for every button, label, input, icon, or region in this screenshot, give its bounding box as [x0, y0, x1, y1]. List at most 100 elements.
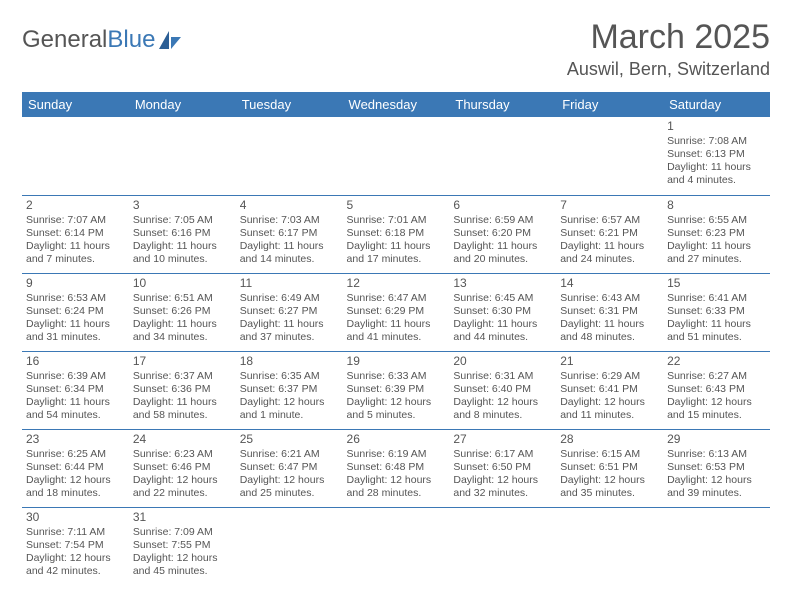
sunrise-text: Sunrise: 7:05 AM: [133, 214, 232, 227]
day-number: 1: [667, 119, 766, 134]
daylight-text: Daylight: 11 hours: [347, 318, 446, 331]
day-number: 21: [560, 354, 659, 369]
calendar-cell: 13Sunrise: 6:45 AMSunset: 6:30 PMDayligh…: [449, 273, 556, 351]
calendar-cell: 20Sunrise: 6:31 AMSunset: 6:40 PMDayligh…: [449, 351, 556, 429]
calendar-cell: 28Sunrise: 6:15 AMSunset: 6:51 PMDayligh…: [556, 429, 663, 507]
sunset-text: Sunset: 6:13 PM: [667, 148, 766, 161]
day-number: 10: [133, 276, 232, 291]
day-number: 20: [453, 354, 552, 369]
sunset-text: Sunset: 6:43 PM: [667, 383, 766, 396]
calendar-cell: 14Sunrise: 6:43 AMSunset: 6:31 PMDayligh…: [556, 273, 663, 351]
sunset-text: Sunset: 6:36 PM: [133, 383, 232, 396]
sunrise-text: Sunrise: 6:27 AM: [667, 370, 766, 383]
calendar-cell: 15Sunrise: 6:41 AMSunset: 6:33 PMDayligh…: [663, 273, 770, 351]
sunset-text: Sunset: 6:33 PM: [667, 305, 766, 318]
calendar-cell: 16Sunrise: 6:39 AMSunset: 6:34 PMDayligh…: [22, 351, 129, 429]
calendar-cell: 19Sunrise: 6:33 AMSunset: 6:39 PMDayligh…: [343, 351, 450, 429]
location: Auswil, Bern, Switzerland: [567, 59, 770, 80]
calendar-cell: 10Sunrise: 6:51 AMSunset: 6:26 PMDayligh…: [129, 273, 236, 351]
sunset-text: Sunset: 6:53 PM: [667, 461, 766, 474]
daylight-text: and 37 minutes.: [240, 331, 339, 344]
sunrise-text: Sunrise: 6:21 AM: [240, 448, 339, 461]
daylight-text: and 18 minutes.: [26, 487, 125, 500]
day-header: Wednesday: [343, 92, 450, 117]
daylight-text: and 22 minutes.: [133, 487, 232, 500]
sunset-text: Sunset: 6:18 PM: [347, 227, 446, 240]
calendar-row: 16Sunrise: 6:39 AMSunset: 6:34 PMDayligh…: [22, 351, 770, 429]
sunrise-text: Sunrise: 6:49 AM: [240, 292, 339, 305]
calendar-row: 2Sunrise: 7:07 AMSunset: 6:14 PMDaylight…: [22, 195, 770, 273]
daylight-text: and 14 minutes.: [240, 253, 339, 266]
day-header: Monday: [129, 92, 236, 117]
title-block: March 2025 Auswil, Bern, Switzerland: [567, 18, 770, 80]
daylight-text: Daylight: 12 hours: [26, 552, 125, 565]
calendar-cell: 25Sunrise: 6:21 AMSunset: 6:47 PMDayligh…: [236, 429, 343, 507]
daylight-text: Daylight: 11 hours: [560, 318, 659, 331]
sunset-text: Sunset: 6:16 PM: [133, 227, 232, 240]
daylight-text: and 10 minutes.: [133, 253, 232, 266]
daylight-text: Daylight: 12 hours: [133, 474, 232, 487]
calendar-cell: 11Sunrise: 6:49 AMSunset: 6:27 PMDayligh…: [236, 273, 343, 351]
daylight-text: Daylight: 11 hours: [26, 396, 125, 409]
sunset-text: Sunset: 6:40 PM: [453, 383, 552, 396]
sunset-text: Sunset: 7:55 PM: [133, 539, 232, 552]
daylight-text: Daylight: 12 hours: [347, 396, 446, 409]
daylight-text: Daylight: 12 hours: [240, 396, 339, 409]
day-header: Saturday: [663, 92, 770, 117]
sunrise-text: Sunrise: 7:07 AM: [26, 214, 125, 227]
sunrise-text: Sunrise: 6:13 AM: [667, 448, 766, 461]
daylight-text: and 45 minutes.: [133, 565, 232, 578]
daylight-text: Daylight: 11 hours: [667, 240, 766, 253]
sunrise-text: Sunrise: 6:19 AM: [347, 448, 446, 461]
sunrise-text: Sunrise: 6:31 AM: [453, 370, 552, 383]
sunrise-text: Sunrise: 6:17 AM: [453, 448, 552, 461]
daylight-text: and 15 minutes.: [667, 409, 766, 422]
calendar-cell: 24Sunrise: 6:23 AMSunset: 6:46 PMDayligh…: [129, 429, 236, 507]
calendar-cell: 23Sunrise: 6:25 AMSunset: 6:44 PMDayligh…: [22, 429, 129, 507]
calendar-cell: 3Sunrise: 7:05 AMSunset: 6:16 PMDaylight…: [129, 195, 236, 273]
sunset-text: Sunset: 6:51 PM: [560, 461, 659, 474]
day-number: 4: [240, 198, 339, 213]
daylight-text: Daylight: 11 hours: [26, 318, 125, 331]
daylight-text: Daylight: 12 hours: [26, 474, 125, 487]
calendar-cell: 17Sunrise: 6:37 AMSunset: 6:36 PMDayligh…: [129, 351, 236, 429]
daylight-text: Daylight: 11 hours: [133, 318, 232, 331]
sunset-text: Sunset: 6:23 PM: [667, 227, 766, 240]
sunset-text: Sunset: 6:44 PM: [26, 461, 125, 474]
day-number: 22: [667, 354, 766, 369]
day-number: 12: [347, 276, 446, 291]
sunset-text: Sunset: 6:41 PM: [560, 383, 659, 396]
calendar-cell: 27Sunrise: 6:17 AMSunset: 6:50 PMDayligh…: [449, 429, 556, 507]
sunrise-text: Sunrise: 6:37 AM: [133, 370, 232, 383]
day-number: 25: [240, 432, 339, 447]
calendar-row: 9Sunrise: 6:53 AMSunset: 6:24 PMDaylight…: [22, 273, 770, 351]
day-number: 15: [667, 276, 766, 291]
daylight-text: Daylight: 11 hours: [26, 240, 125, 253]
day-number: 31: [133, 510, 232, 525]
daylight-text: Daylight: 11 hours: [667, 318, 766, 331]
sunset-text: Sunset: 6:39 PM: [347, 383, 446, 396]
day-header: Friday: [556, 92, 663, 117]
daylight-text: and 34 minutes.: [133, 331, 232, 344]
daylight-text: Daylight: 12 hours: [667, 474, 766, 487]
daylight-text: and 11 minutes.: [560, 409, 659, 422]
day-header: Sunday: [22, 92, 129, 117]
daylight-text: Daylight: 11 hours: [453, 318, 552, 331]
sunset-text: Sunset: 6:17 PM: [240, 227, 339, 240]
day-number: 13: [453, 276, 552, 291]
daylight-text: and 28 minutes.: [347, 487, 446, 500]
sail-icon: [157, 29, 183, 51]
day-number: 8: [667, 198, 766, 213]
calendar-cell: 1Sunrise: 7:08 AMSunset: 6:13 PMDaylight…: [663, 117, 770, 195]
daylight-text: and 51 minutes.: [667, 331, 766, 344]
calendar-cell: [22, 117, 129, 195]
sunrise-text: Sunrise: 6:51 AM: [133, 292, 232, 305]
daylight-text: Daylight: 11 hours: [347, 240, 446, 253]
sunset-text: Sunset: 7:54 PM: [26, 539, 125, 552]
sunset-text: Sunset: 6:30 PM: [453, 305, 552, 318]
daylight-text: Daylight: 12 hours: [560, 396, 659, 409]
brand-part1: General: [22, 26, 107, 54]
daylight-text: Daylight: 12 hours: [667, 396, 766, 409]
daylight-text: and 39 minutes.: [667, 487, 766, 500]
day-number: 26: [347, 432, 446, 447]
